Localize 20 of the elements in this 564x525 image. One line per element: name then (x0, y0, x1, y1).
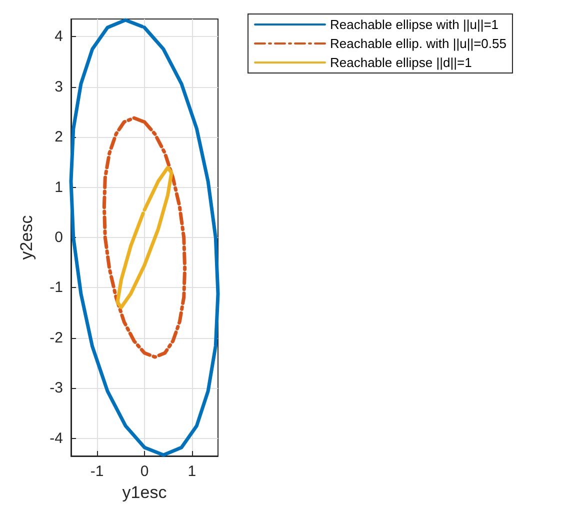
y-tick-label: 1 (54, 178, 63, 196)
text: Reachable ellipse with ||u||=1 (330, 17, 499, 32)
y-tick-label: 2 (54, 128, 63, 146)
y-tick-label: 3 (54, 78, 63, 96)
line-series (116, 166, 174, 310)
y-axis-title: y2esc (17, 214, 36, 260)
y-tick-label: -2 (50, 329, 63, 346)
line-series (102, 116, 187, 359)
y-tick-label: -4 (50, 430, 63, 447)
line-series (69, 18, 220, 457)
x-tick-label: 0 (140, 463, 149, 480)
x-axis-title: y1esc (122, 482, 168, 502)
y-tick-label: 4 (54, 28, 63, 46)
text: Reachable ellip. with ||u||=0.55 (330, 36, 506, 51)
x-tick-label: 1 (188, 463, 196, 480)
y-tick-label: -3 (50, 380, 63, 397)
y-tick-label: 0 (54, 229, 63, 246)
text: Reachable ellipse ||d||=1 (330, 55, 472, 70)
x-tick-label: -1 (90, 463, 104, 480)
y-tick-label: -1 (50, 279, 63, 296)
